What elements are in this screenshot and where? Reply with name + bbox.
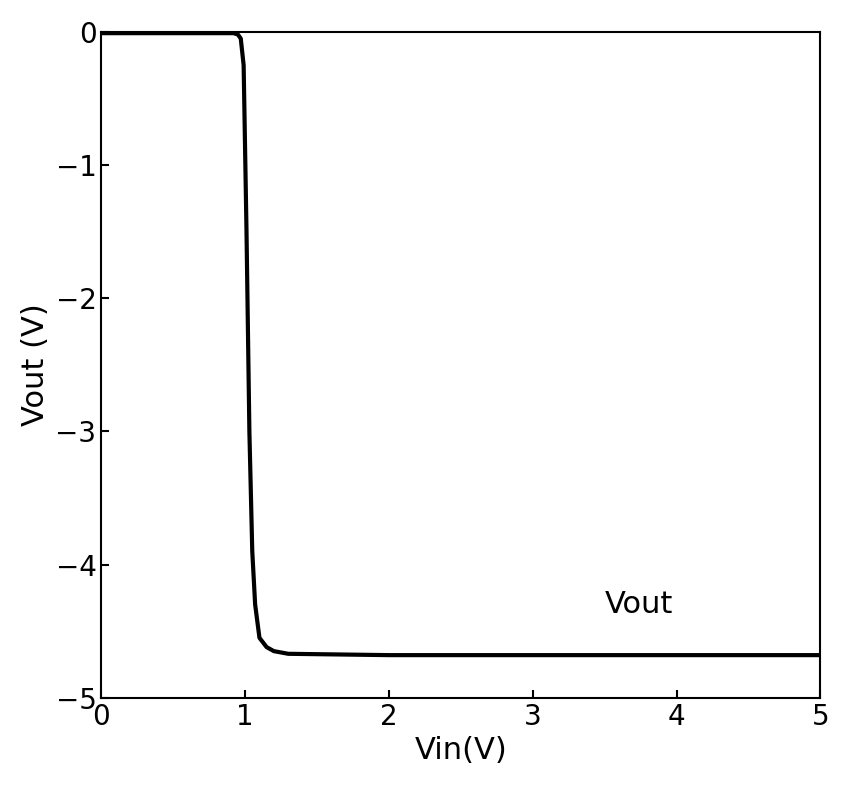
- X-axis label: Vin(V): Vin(V): [415, 736, 507, 765]
- Text: Vout: Vout: [604, 590, 673, 619]
- Y-axis label: Vout (V): Vout (V): [21, 303, 50, 426]
